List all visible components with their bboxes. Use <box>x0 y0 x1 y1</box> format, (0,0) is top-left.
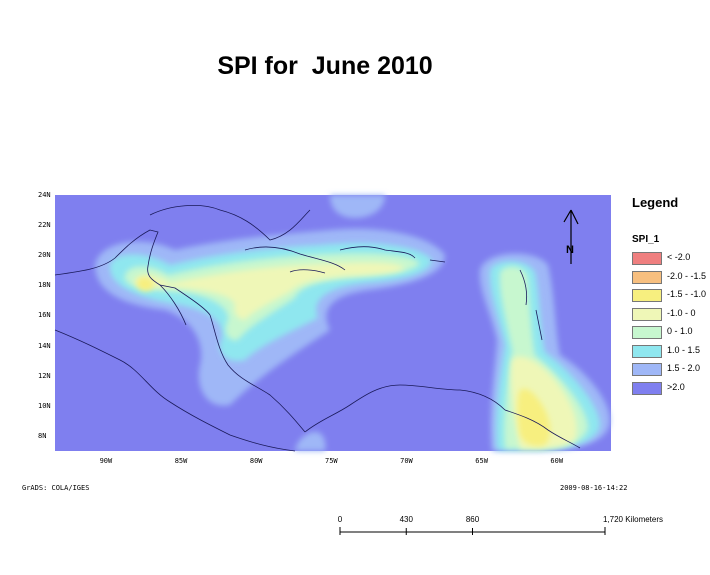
legend-swatch <box>632 344 662 358</box>
legend-item: 0 - 1.0 <box>632 325 710 344</box>
map-footer-right: 2009-08-16-14:22 <box>560 484 628 492</box>
legend-label: 1.0 - 1.5 <box>667 344 701 355</box>
legend-swatch <box>632 270 662 284</box>
legend-item: < -2.0 <box>632 251 710 270</box>
scale-bar-line <box>339 527 606 535</box>
legend-label: >2.0 <box>667 381 685 392</box>
latitude-label: 14N <box>38 341 51 350</box>
latitude-label: 24N <box>38 191 51 199</box>
legend-label: < -2.0 <box>667 252 691 262</box>
legend-swatch <box>632 363 662 376</box>
spi-region-1.5-2.0-south <box>295 431 326 451</box>
legend-items: < -2.0 -2.0 - -1.5 -1.5 - -1.0 -1.0 - 0 0 - … <box>632 251 710 399</box>
latitude-label: 22N <box>38 221 51 230</box>
legend-label: -2.0 - -1.5 <box>667 270 707 281</box>
scale-bar: 0 430 860 1,720 Kilometers <box>330 510 663 550</box>
spi-region-neg1.5-neg1.0-east <box>517 388 551 447</box>
scale-label: 1,720 Kilometers <box>602 515 664 524</box>
legend-label: 0 - 1.0 <box>667 326 693 336</box>
legend-swatch <box>632 326 662 339</box>
latitude-label: 10N <box>38 401 51 410</box>
legend-item: 1.5 - 2.0 <box>632 362 710 381</box>
legend-label: -1.5 - -1.0 <box>667 289 707 299</box>
latitude-label: 12N <box>38 371 51 380</box>
longitude-label: 80W <box>249 457 263 465</box>
legend-item: -2.0 - -1.5 <box>632 270 710 289</box>
longitude-label: 70W <box>400 457 413 465</box>
legend: Legend SPI_1 < -2.0 -2.0 - -1.5 -1.5 - -1.… <box>632 195 710 399</box>
scale-label: 860 <box>465 515 480 524</box>
latitude-label: 16N <box>38 311 51 320</box>
legend-swatch <box>632 252 662 265</box>
legend-item: -1.0 - 0 <box>632 307 710 326</box>
spi-region-1.5-2.0-north <box>330 195 385 218</box>
latitude-label: 8N <box>38 431 47 440</box>
legend-item: 1.0 - 1.5 <box>632 344 710 363</box>
spi-map: N 24N 22N 20N 18N 16N 14N 12N 10N 8N 90W 85W 80W 75… <box>0 180 620 470</box>
latitude-label: 20N <box>38 251 51 260</box>
coastlines <box>54 205 581 452</box>
legend-swatch <box>632 307 662 321</box>
legend-item: >2.0 <box>632 381 710 400</box>
legend-swatch <box>632 381 662 395</box>
longitude-label: 85W <box>174 457 188 465</box>
legend-field-name: SPI_1 <box>632 234 660 245</box>
spi-map-canvas: N <box>54 195 611 452</box>
north-arrow-label: N <box>566 244 574 256</box>
legend-swatch <box>632 289 662 302</box>
map-title: SPI for June 2010 <box>217 52 433 80</box>
spi-region-neg1-0-central <box>134 262 405 320</box>
longitude-label: 90W <box>99 457 113 465</box>
longitude-label: 65W <box>475 457 488 465</box>
north-arrow <box>563 209 579 264</box>
spi-region-neg1.5-neg1.0-belize <box>137 277 154 292</box>
longitude-label: 60W <box>550 457 564 465</box>
legend-item: -1.5 - -1.0 <box>632 288 710 307</box>
scale-label: 0 <box>337 515 343 524</box>
map-footer-left: GrADS: COLA/IGES <box>22 484 90 492</box>
legend-label: -1.0 - 0 <box>667 307 696 318</box>
longitude-label: 75W <box>325 457 338 465</box>
scale-label: 430 <box>399 515 413 524</box>
legend-label: 1.5 - 2.0 <box>667 363 701 373</box>
latitude-label: 18N <box>38 281 51 290</box>
legend-title: Legend <box>632 195 679 210</box>
